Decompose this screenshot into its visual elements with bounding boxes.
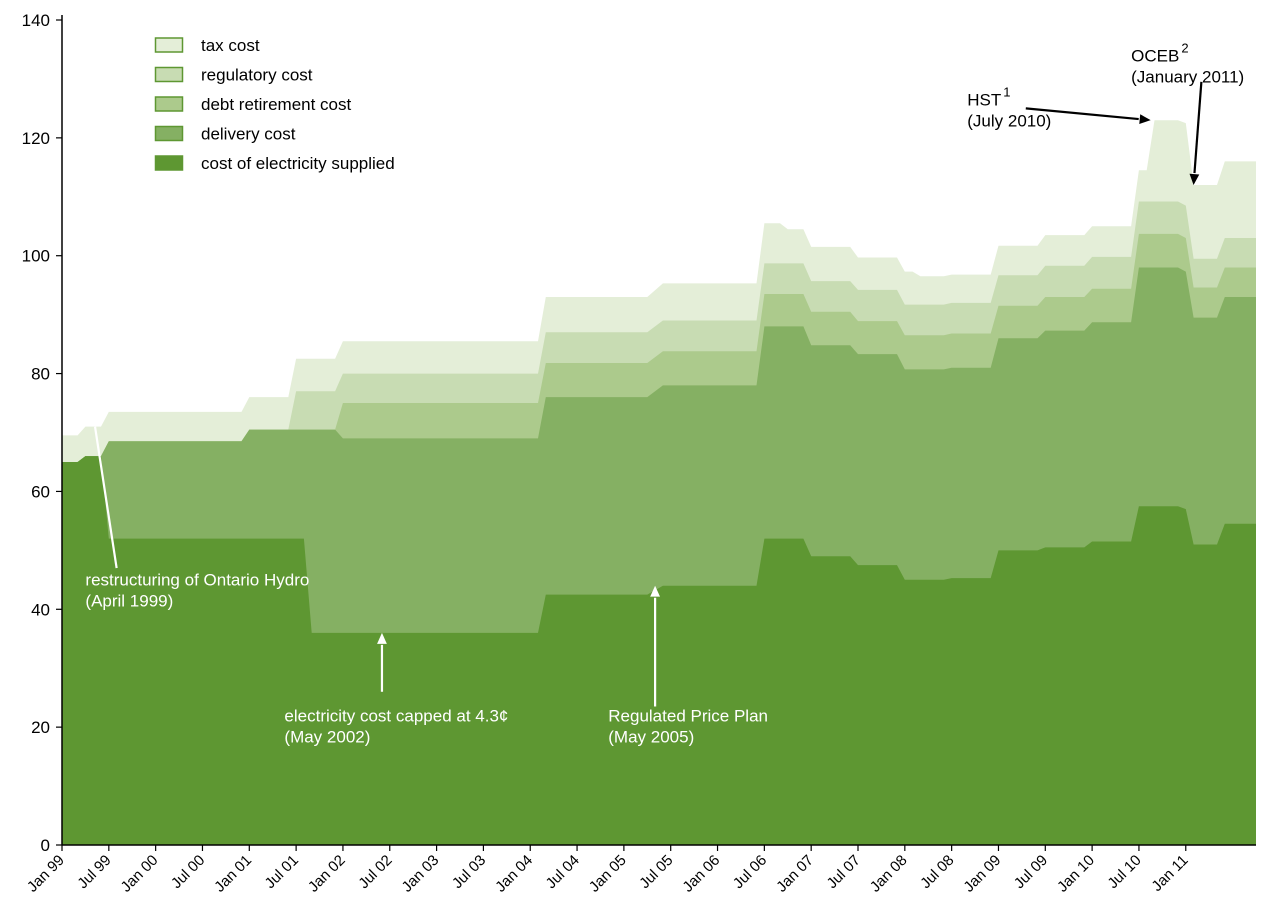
y-tick-label: 20: [31, 718, 50, 737]
annotation-arrowhead: [1189, 173, 1200, 185]
y-tick-label: 100: [22, 247, 50, 266]
annotation-arrowhead: [377, 632, 387, 644]
annotation-text: (January 2011): [1131, 67, 1244, 86]
x-tick-label: Jan 09: [960, 852, 1004, 896]
annotation-text: HST 1: [967, 84, 1010, 109]
annotation-superscript: 2: [1181, 40, 1188, 55]
x-tick-label: Jan 01: [211, 852, 255, 896]
y-tick-label: 40: [31, 600, 50, 619]
annotation-arrowhead: [1139, 114, 1151, 125]
y-tick-label: 0: [41, 836, 50, 855]
legend-label-regulatory-cost: regulatory cost: [201, 66, 313, 85]
annotation-arrowhead: [90, 414, 100, 427]
legend-swatch-regulatory-cost: [154, 66, 184, 83]
area-cost-of-electricity-supplied: [62, 456, 1256, 845]
x-tick-label: Jan 06: [679, 852, 723, 896]
y-tick-label: 80: [31, 365, 50, 384]
x-tick-label: Jan 02: [305, 852, 349, 896]
legend-swatch-cost-of-electricity-supplied: [154, 155, 184, 171]
x-tick-label: Jul 06: [730, 852, 770, 892]
legend-swatch-delivery-cost: [154, 125, 184, 142]
legend-label-delivery-cost: delivery cost: [201, 125, 296, 144]
x-tick-label: Jan 05: [586, 852, 630, 896]
x-tick-label: Jul 07: [824, 852, 864, 892]
annotation-text: restructuring of Ontario Hydro: [85, 571, 309, 590]
x-tick-label: Jan 08: [867, 852, 911, 896]
x-tick-label: Jul 01: [262, 852, 302, 892]
annotation-arrow-line: [93, 426, 118, 569]
legend-swatch-tax-cost: [154, 37, 184, 53]
legend-label-debt-retirement-cost: debt retirement cost: [201, 95, 352, 114]
x-tick-label: Jan 07: [773, 852, 817, 896]
annotation-text: (April 1999): [85, 592, 173, 611]
x-tick-label: Jul 10: [1104, 852, 1144, 892]
annotation-arrowhead: [650, 585, 660, 597]
legend-swatch-debt-retirement-cost: [154, 96, 184, 112]
y-tick-label: 60: [31, 482, 50, 501]
x-tick-label: Jan 04: [492, 852, 536, 896]
x-tick-label: Jan 10: [1054, 852, 1098, 896]
legend-label-tax-cost: tax cost: [201, 36, 260, 55]
annotation-text: (May 2002): [284, 727, 370, 746]
x-tick-label: Jul 04: [543, 852, 583, 892]
x-tick-label: Jul 99: [74, 852, 114, 892]
annotation-superscript: 1: [1003, 84, 1010, 99]
y-tick-label: 120: [22, 129, 50, 148]
x-tick-label: Jan 11: [1149, 852, 1192, 895]
stacked-areas: [62, 120, 1256, 845]
annotation-text: Regulated Price Plan: [608, 706, 768, 725]
annotation-text: (July 2010): [967, 111, 1051, 130]
x-tick-label: Jul 08: [917, 852, 957, 892]
annotation-arrow-line: [1193, 81, 1203, 174]
annotation-text: OCEB 2: [1131, 40, 1188, 65]
x-tick-label: Jul 02: [355, 852, 395, 892]
x-tick-label: Jul 05: [636, 852, 676, 892]
annotation-text: electricity cost capped at 4.3¢: [284, 706, 508, 725]
annotation-text: (May 2005): [608, 727, 694, 746]
legend-label-cost-of-electricity-supplied: cost of electricity supplied: [201, 154, 395, 173]
legend: tax cost regulatory cost debt retirement c…: [154, 36, 395, 173]
x-tick-label: Jul 00: [168, 852, 208, 892]
y-tick-label: 140: [22, 11, 50, 30]
x-tick-label: Jan 00: [118, 852, 162, 896]
annotation-arrow-line: [1025, 107, 1139, 121]
annotations: restructuring of Ontario Hydro (April 199…: [85, 40, 1244, 746]
x-tick-label: Jan 99: [24, 852, 68, 896]
x-tick-label: Jul 03: [449, 852, 489, 892]
x-tick-label: Jul 09: [1011, 852, 1051, 892]
x-tick-label: Jan 03: [399, 852, 443, 896]
